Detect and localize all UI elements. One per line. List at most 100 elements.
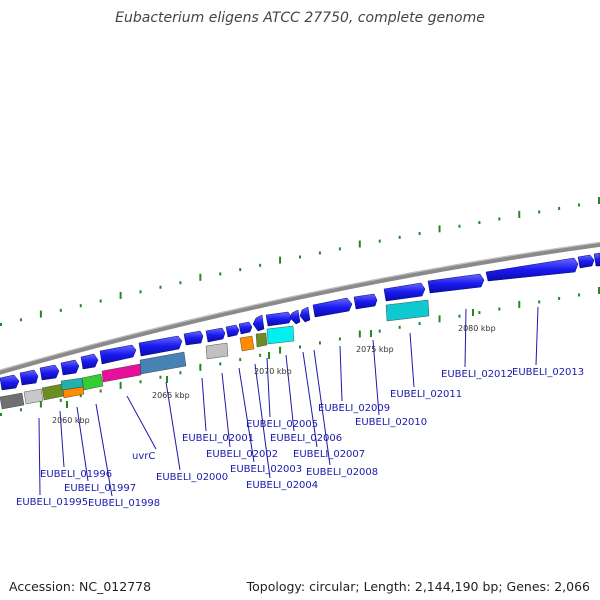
gene-label[interactable]: EUBELI_02010 [355,417,427,428]
gene-arrow [593,252,600,267]
gene-label[interactable]: EUBELI_02011 [390,389,462,400]
leader-line [221,372,231,448]
gene-label[interactable]: EUBELI_01996 [40,469,112,480]
gc-tick [418,322,421,326]
gene-arrow [427,273,485,294]
gc-tick [338,337,341,341]
gene-label[interactable]: EUBELI_01997 [64,483,136,494]
gc-tick [259,263,262,267]
gene-arrow [205,327,226,343]
gene-label[interactable]: uvrC [132,451,155,462]
gc-tick [398,325,401,329]
feature-teal-wide [385,299,430,322]
gene-arrow [485,257,579,282]
gene-arrow [80,353,99,370]
gc-tick [0,413,2,416]
gene-label[interactable]: EUBELI_02004 [246,480,318,491]
gc-tick [99,299,102,303]
gc-tick [558,296,561,300]
gene-label[interactable]: EUBELI_01995 [16,497,88,508]
feature-silver [205,342,229,360]
gene-label[interactable]: EUBELI_02000 [156,472,228,483]
gene-arrow [138,335,183,357]
gene-label[interactable]: EUBELI_02002 [206,449,278,460]
gene-label[interactable]: EUBELI_02003 [230,464,302,475]
gc-tick [219,362,222,366]
gc-tick [338,247,341,251]
gene-label[interactable]: EUBELI_02012 [441,369,513,380]
gene-arrow [252,314,265,332]
leader-line [201,377,207,432]
feature-olive [41,383,65,401]
leader-line [266,357,271,418]
gene-label[interactable]: EUBELI_02001 [182,433,254,444]
gc-tick [498,217,501,221]
accession-label: Accession: NC_012778 [9,579,152,594]
gc-tick [318,251,321,255]
gc-tick [478,311,481,315]
gc-tick [119,291,122,299]
scale-label: 2065 kbp [152,391,190,400]
genome-backbone [0,241,600,375]
leader-line [313,349,331,466]
forward-strand-genes [0,252,600,391]
scale-label: 2060 kbp [52,416,90,425]
gene-label[interactable]: EUBELI_02008 [306,467,378,478]
gc-tick [578,203,581,207]
gc-tick [299,255,301,259]
gc-tick [378,239,381,243]
feature-cyan [266,325,295,345]
gc-tick [39,400,42,408]
leader-line [238,367,255,463]
leader-line [126,395,157,450]
leader-line [285,354,295,432]
gene-labels: EUBELI_01995 EUBELI_01996 EUBELI_01997 EUBE… [16,367,584,509]
gc-tick [159,375,162,379]
feature-light-gray [23,388,44,405]
topology-label: Topology: circular; Length: 2,144,190 bp… [246,579,590,594]
gene-label[interactable]: EUBELI_02007 [293,449,365,460]
gene-label[interactable]: EUBELI_02005 [246,419,318,430]
gene-arrow [312,297,353,318]
gene-arrow [238,321,253,335]
label-leader-lines [38,306,539,497]
gc-tick [398,235,401,239]
gc-tick [279,346,282,354]
gene-arrow [353,293,378,310]
scale-label: 2080 kbp [458,324,496,333]
gc-tick [438,225,441,233]
gc-tick [19,318,22,322]
gc-tick [39,310,42,318]
feature-orange [62,386,85,399]
gc-tick [0,323,2,326]
gc-tick [79,394,82,398]
reverse-strand-features [0,299,430,410]
gc-tick [538,210,541,214]
leader-line [409,332,415,388]
gene-label[interactable]: EUBELI_01998 [88,498,160,509]
leader-line [76,406,89,482]
scale-label: 2075 kbp [356,345,394,354]
gene-label[interactable]: EUBELI_02009 [318,403,390,414]
gc-tick [139,290,142,294]
gene-label[interactable]: EUBELI_02013 [512,367,584,378]
gene-arrow [225,324,240,338]
gc-tick [79,304,82,308]
gene-arrow [60,359,80,376]
map-title: Eubacterium eligens ATCC 27750, complete… [115,10,485,26]
gc-tick [179,281,182,285]
gene-arrow [577,254,595,269]
gc-tick [219,272,222,276]
gc-tick [179,371,182,375]
gene-arrow [289,309,301,325]
leader-line [302,351,318,448]
gene-arrow [183,330,204,346]
gc-tick [279,256,282,264]
gene-label[interactable]: EUBELI_02006 [270,433,342,444]
gc-tick [239,358,242,362]
feature-dark-gray [0,392,25,410]
gc-tick [478,221,481,225]
gc-tick [159,285,162,289]
gc-tick [458,314,461,318]
